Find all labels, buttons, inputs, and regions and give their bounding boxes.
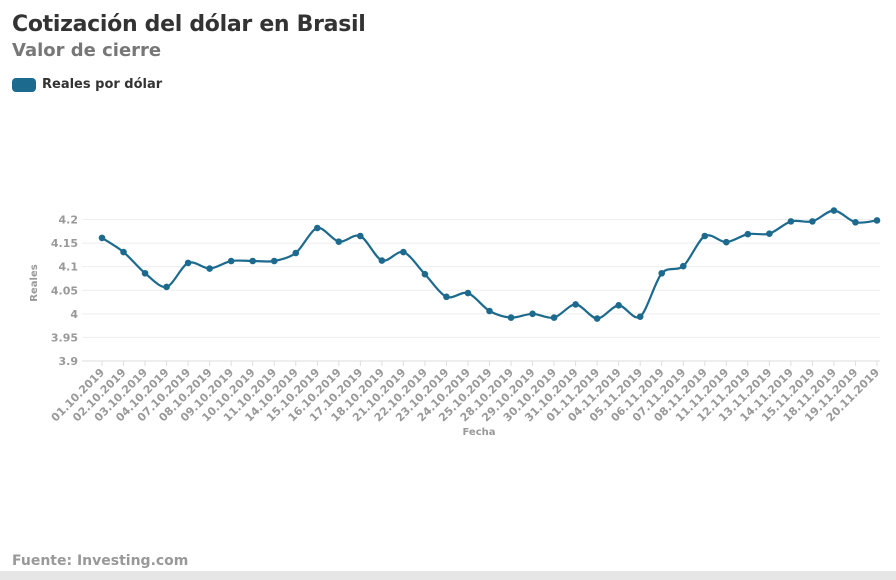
data-point	[679, 262, 687, 270]
data-point	[593, 315, 601, 322]
data-point	[206, 265, 213, 272]
legend[interactable]: Reales por dólar	[12, 77, 162, 92]
data-point	[184, 259, 192, 267]
data-point	[227, 257, 235, 265]
chart-title: Cotización del dólar en Brasil	[12, 12, 366, 37]
source-note: Fuente: Investing.com	[12, 553, 189, 569]
data-point	[809, 218, 816, 225]
data-point	[400, 248, 407, 256]
data-point	[507, 314, 515, 321]
data-point	[335, 238, 343, 245]
series-line	[101, 209, 878, 320]
chart-subtitle: Valor de cierre	[12, 40, 162, 61]
data-point	[313, 224, 321, 232]
data-point	[141, 269, 149, 277]
data-point	[873, 217, 881, 224]
x-axis-title: Fecha	[462, 427, 495, 438]
data-point	[120, 248, 127, 256]
data-point	[701, 232, 709, 240]
y-tick-label: 4.1	[59, 261, 79, 274]
data-point	[852, 219, 859, 226]
legend-swatch	[12, 77, 36, 92]
data-point	[486, 307, 493, 315]
y-axis-title: Reales	[29, 264, 40, 301]
data-point	[270, 257, 278, 265]
data-point	[378, 257, 386, 264]
data-point	[723, 238, 730, 246]
y-tick-label: 4.05	[51, 284, 78, 297]
data-point	[292, 249, 300, 257]
data-point	[443, 293, 450, 301]
data-point	[357, 232, 364, 240]
data-point	[830, 207, 838, 214]
bottom-bar	[0, 571, 896, 580]
legend-label: Reales por dólar	[42, 77, 163, 92]
data-point	[658, 269, 666, 277]
data-point	[744, 230, 752, 238]
y-tick-label: 3.95	[51, 331, 78, 344]
y-tick-label: 4	[70, 308, 78, 321]
data-point	[550, 314, 558, 321]
data-point	[787, 218, 795, 225]
y-tick-label: 4.15	[51, 237, 78, 250]
data-point	[636, 313, 644, 320]
data-point	[529, 310, 536, 318]
data-point	[615, 302, 622, 309]
data-point	[249, 257, 256, 265]
data-point	[572, 301, 579, 308]
data-point	[766, 230, 773, 237]
data-point	[163, 283, 170, 291]
y-tick-label: 3.9	[59, 355, 79, 368]
data-point	[421, 270, 429, 278]
data-point	[464, 289, 472, 297]
y-tick-label: 4.2	[59, 214, 79, 227]
data-point	[98, 234, 106, 242]
